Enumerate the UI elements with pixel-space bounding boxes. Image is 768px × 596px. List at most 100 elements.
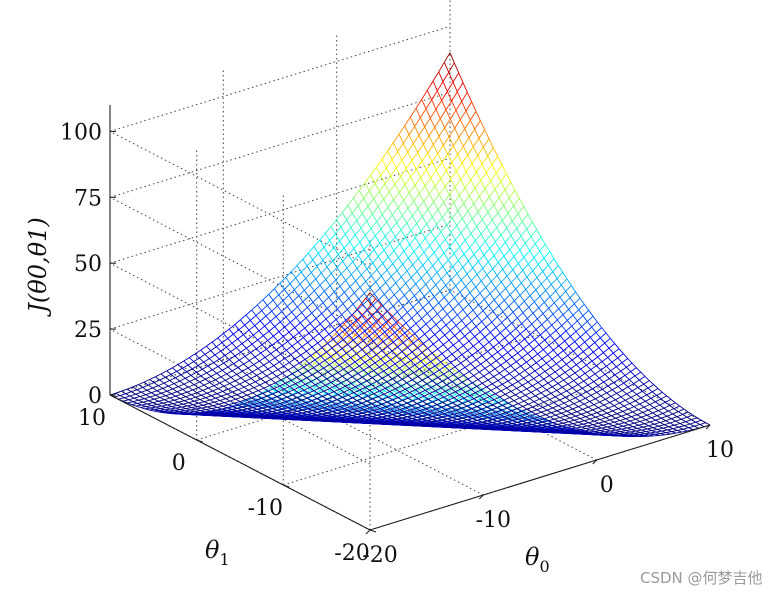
mesh-line (617, 382, 624, 387)
mesh-line (524, 338, 530, 345)
mesh-line (528, 401, 535, 405)
mesh-line (640, 431, 647, 433)
mesh-line (438, 136, 444, 146)
mesh-line (440, 396, 447, 400)
mesh-line (525, 424, 532, 427)
mesh-line (520, 235, 526, 244)
mesh-line (445, 409, 451, 413)
mesh-line (374, 358, 381, 364)
mesh-line (437, 416, 444, 419)
mesh-line (419, 289, 425, 297)
mesh-line (578, 346, 584, 352)
mesh-line (650, 395, 657, 399)
mesh-line (615, 399, 620, 404)
mesh-line (486, 316, 493, 323)
mesh-line (460, 325, 467, 332)
mesh-line (454, 179, 462, 188)
mesh-line (397, 257, 404, 265)
mesh-line (551, 423, 558, 427)
mesh-line (384, 363, 390, 368)
mesh-line (416, 379, 423, 384)
mesh-line (502, 262, 509, 270)
mesh-line (478, 398, 485, 403)
mesh-line (423, 356, 429, 362)
mesh-line (558, 419, 565, 422)
mesh-line (461, 315, 468, 321)
mesh-line (602, 423, 609, 426)
mesh-line (448, 387, 454, 392)
mesh-line (421, 318, 427, 325)
mesh-line (590, 365, 597, 370)
mesh-line (463, 292, 471, 299)
mesh-line (491, 401, 497, 405)
mesh-line (470, 359, 477, 364)
mesh-line (421, 405, 426, 410)
mesh-line (431, 404, 438, 408)
mesh-line (377, 320, 385, 327)
mesh-line (392, 378, 397, 383)
mesh-line (557, 350, 564, 356)
mesh-line (517, 352, 523, 358)
mesh-line (357, 319, 365, 326)
mesh-line (556, 319, 563, 326)
mesh-line (468, 188, 476, 197)
mesh-line (358, 409, 365, 412)
mesh-line (385, 354, 392, 360)
mesh-line (555, 290, 561, 298)
mesh-line (523, 374, 530, 379)
mesh-line (676, 416, 682, 420)
mesh-line (548, 340, 555, 346)
mesh-line (603, 378, 610, 383)
mesh-line (511, 213, 519, 222)
mesh-line (498, 372, 505, 378)
mesh-line (387, 321, 395, 328)
mesh-line (456, 91, 463, 102)
mesh-line (460, 394, 465, 398)
mesh-line (420, 271, 428, 279)
mesh-line (518, 403, 523, 407)
mesh-line (658, 410, 663, 414)
mesh-line (492, 417, 499, 421)
mesh-line (449, 411, 455, 415)
mesh-line (405, 277, 412, 284)
grid-line (196, 334, 537, 441)
mesh-line (383, 294, 390, 301)
mesh-line (495, 322, 502, 328)
mesh-line (365, 383, 372, 388)
mesh-line (393, 371, 399, 376)
mesh-line (485, 281, 492, 288)
mesh-line (467, 345, 474, 351)
mesh-line (401, 312, 408, 318)
mesh-line (547, 354, 553, 360)
mesh-line (430, 372, 437, 378)
mesh-line (532, 382, 539, 387)
mesh-line (461, 400, 467, 404)
mesh-line (616, 413, 622, 417)
mesh-line (602, 410, 608, 414)
mesh-line (466, 403, 473, 407)
mesh-line (460, 225, 468, 234)
mesh-line (596, 409, 603, 414)
mesh-line (512, 381, 519, 386)
mesh-line (385, 335, 392, 342)
mesh-line (473, 254, 479, 262)
mesh-line (490, 360, 497, 365)
mesh-line (487, 204, 495, 213)
mesh-line (468, 416, 474, 420)
mesh-line (642, 409, 649, 413)
mesh-line (424, 333, 430, 340)
mesh-line (450, 325, 457, 331)
mesh-line (427, 376, 433, 382)
mesh-line (507, 205, 515, 214)
mesh-line (425, 169, 432, 179)
mesh-line (452, 137, 460, 146)
mesh-line (657, 427, 664, 430)
mesh-line (514, 338, 520, 344)
mesh-line (564, 340, 570, 347)
mesh-line (436, 81, 444, 92)
mesh-line (459, 391, 466, 396)
mesh-line (377, 370, 384, 375)
mesh-line (614, 420, 621, 423)
mesh-line (653, 404, 660, 409)
mesh-line (527, 213, 533, 223)
